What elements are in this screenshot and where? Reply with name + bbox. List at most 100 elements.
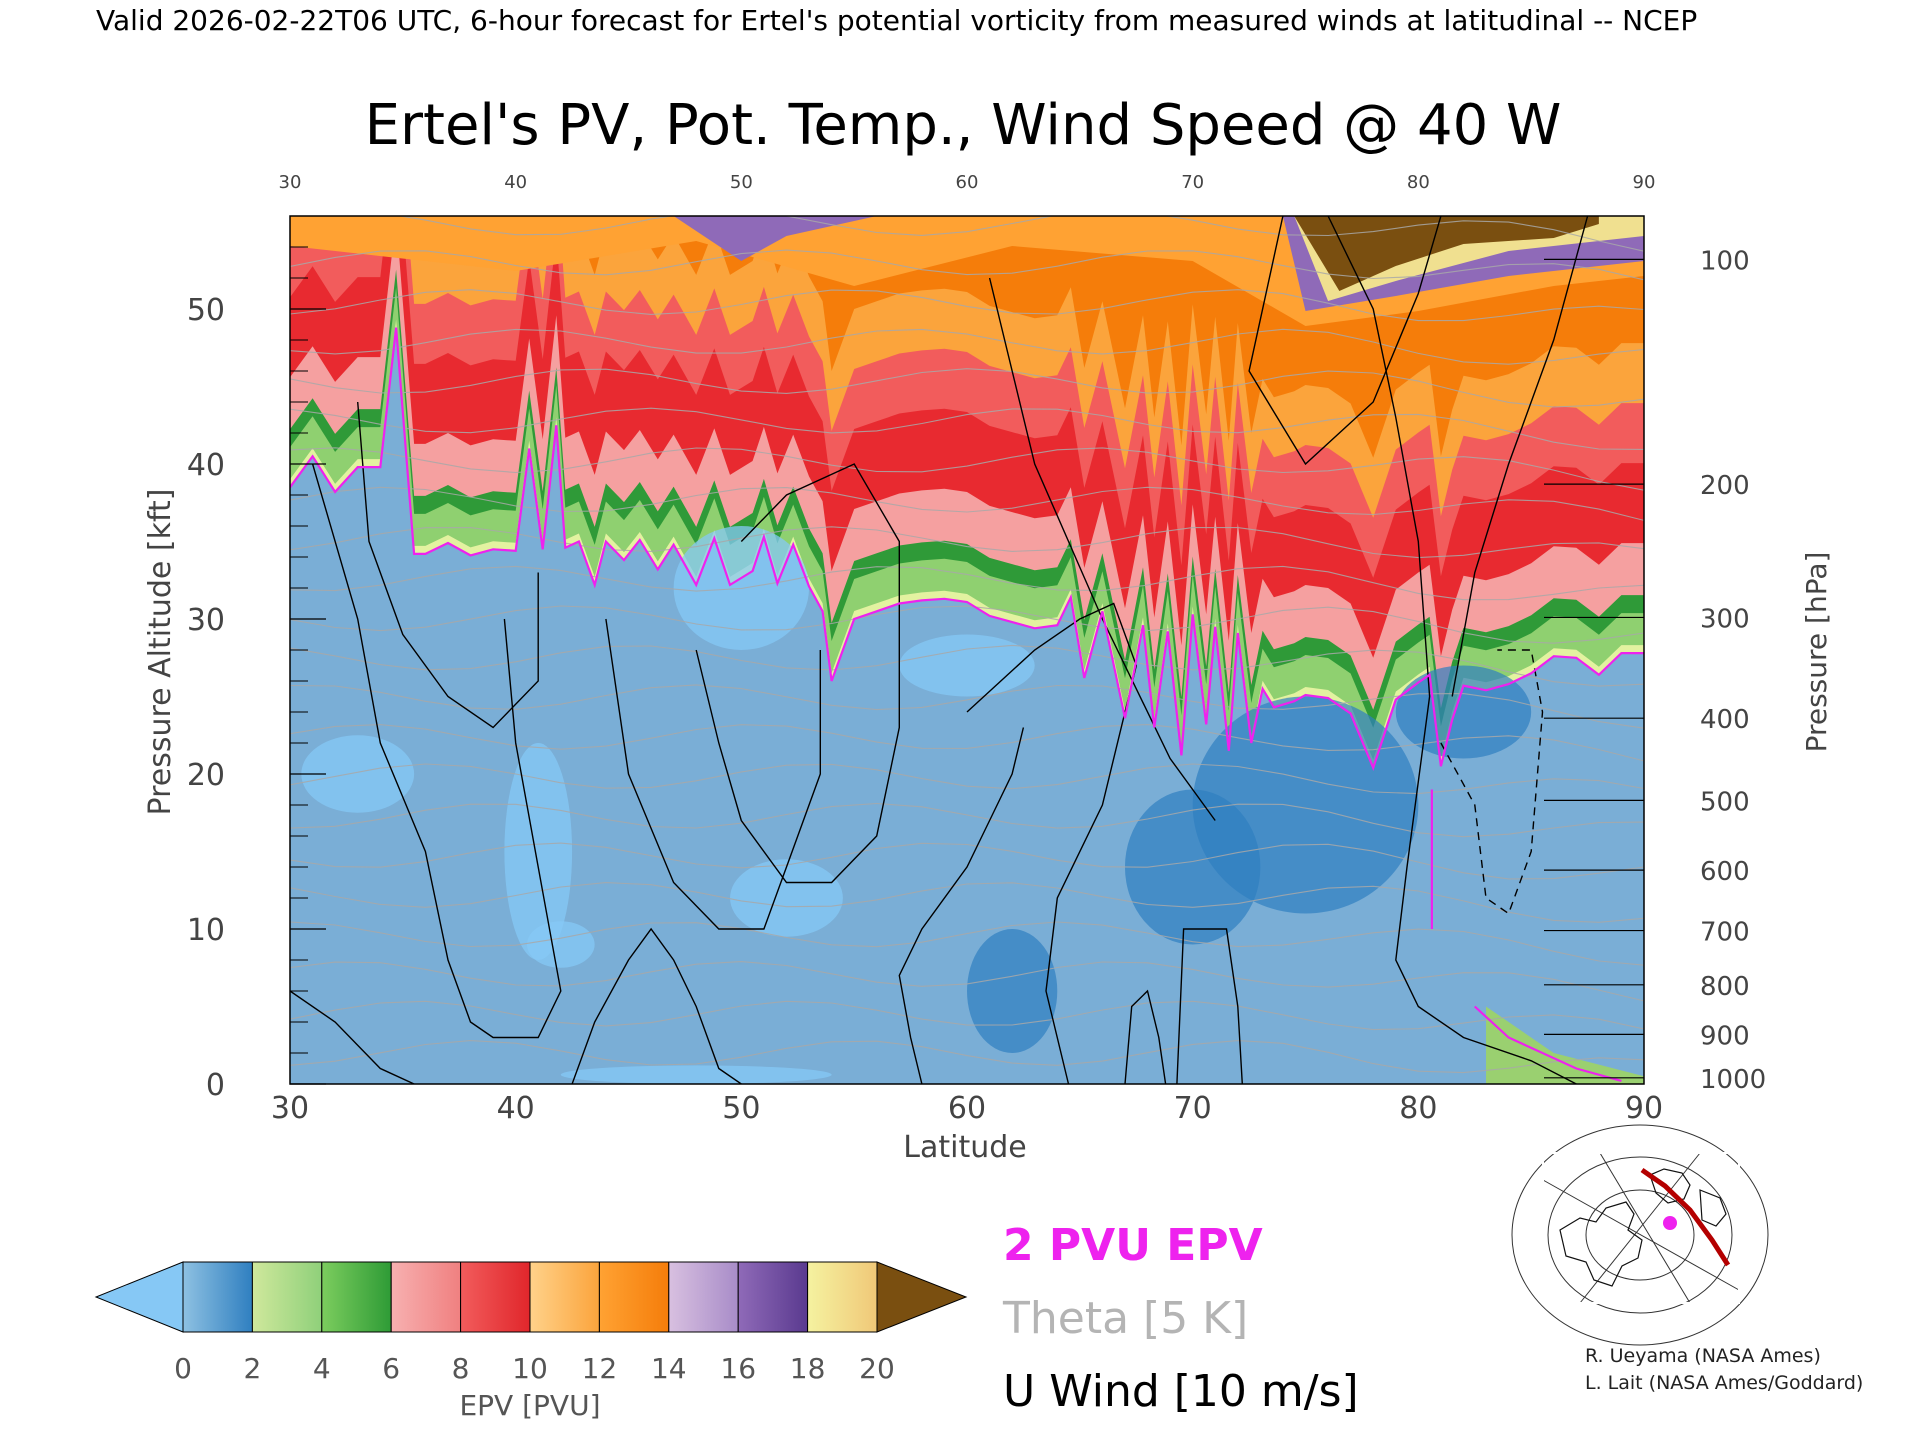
pressure-tick-label: 300 [1700, 604, 1750, 634]
colorbar-label: EPV [PVU] [459, 1389, 600, 1422]
chart-title: Ertel's PV, Pot. Temp., Wind Speed @ 40 … [365, 93, 1562, 158]
theta-contour [290, 644, 1644, 687]
x-tick-label: 50 [722, 1091, 760, 1126]
epv-surface-patch [1486, 1006, 1644, 1084]
x-axis-label: Latitude [903, 1130, 1026, 1165]
wind-contour [695, 463, 900, 884]
pressure-tick-label: 800 [1700, 972, 1750, 1002]
colorbar-under-arrow [94, 1261, 184, 1333]
colorbar-bin [460, 1261, 531, 1333]
theta-contour [290, 407, 1644, 450]
epv-field [290, 216, 1644, 1084]
plot-area [290, 216, 1644, 1084]
y-tick-label: 10 [187, 913, 225, 948]
x-tick-label: 60 [948, 1091, 986, 1126]
pressure-tick-label: 600 [1700, 857, 1750, 887]
x-top-tick-label: 60 [956, 172, 979, 193]
colorbar-tick-label: 20 [859, 1352, 895, 1385]
x-top-tick-label: 40 [504, 172, 527, 193]
theta-contour [290, 842, 1644, 880]
y-tick-label: 50 [187, 293, 225, 328]
theta-contour [290, 289, 1644, 322]
colorbar-tick-label: 0 [174, 1352, 192, 1385]
epv-low-patch [526, 921, 595, 968]
theta-contour [290, 921, 1644, 966]
pressure-tick-label: 700 [1700, 918, 1750, 948]
y-tick-label: 30 [187, 603, 225, 638]
credit-line-2: L. Lait (NASA Ames/Goddard) [1585, 1372, 1863, 1394]
pressure-tick-label: 500 [1700, 787, 1750, 817]
colorbar-tick-label: 8 [452, 1352, 470, 1385]
pressure-tick-label: 100 [1700, 246, 1750, 276]
wind-contour [1440, 649, 1544, 915]
y-tick-label: 0 [206, 1068, 225, 1103]
theta-contour [290, 1000, 1644, 1031]
x-top-tick-label: 80 [1407, 172, 1430, 193]
y-axis-label: Pressure Altitude [kft] [143, 489, 178, 816]
colorbar-bin [529, 1261, 600, 1333]
theta-contour [290, 961, 1644, 1002]
theta-contour [290, 486, 1644, 521]
epv-colorbar: 0 2 4 6 8 10 12 14 16 18 20 [94, 1261, 968, 1385]
y-tick-label: 20 [187, 758, 225, 793]
colorbar-bin [737, 1261, 809, 1333]
wind-contour [988, 277, 1216, 821]
theta-contour [290, 882, 1644, 923]
epv-low-patch [899, 634, 1035, 697]
epv-low-patch [560, 1065, 832, 1084]
x-top-tick-label: 30 [279, 172, 302, 193]
colorbar-tick-label: 12 [582, 1352, 618, 1385]
wind-contour [1124, 989, 1167, 1084]
colorbar-tick-label: 10 [512, 1352, 548, 1385]
contour-overlays [290, 216, 1644, 1084]
epv-low-patch [301, 735, 415, 813]
x-tick-label: 40 [497, 1091, 535, 1126]
x-top-tick-label: 90 [1633, 172, 1656, 193]
wind-contour [571, 927, 742, 1084]
y-tick-label: 40 [187, 448, 225, 483]
x-tick-label: 90 [1625, 1091, 1663, 1126]
credit-line-1: R. Ueyama (NASA Ames) [1585, 1345, 1821, 1367]
epv-low-patch [504, 743, 573, 960]
wind-contour [1327, 216, 1577, 1084]
x-tick-label: 70 [1174, 1091, 1212, 1126]
wind-contour [605, 618, 821, 930]
theta-contour [290, 565, 1644, 601]
theta-contour [290, 447, 1644, 491]
colorbar-tick-label: 6 [382, 1352, 400, 1385]
colorbar-tick-label: 2 [243, 1352, 261, 1385]
x-tick-label: 80 [1399, 1091, 1437, 1126]
wind-contour [898, 727, 1025, 1084]
colorbar-bin [390, 1261, 462, 1333]
wind-contour [290, 990, 415, 1084]
theta-contour [290, 328, 1644, 365]
axes: 30 30 40 40 50 50 60 60 70 70 80 80 90 90 0 10 20 30 40 50 1… [187, 172, 1766, 1126]
pressure-tick-label: 1000 [1700, 1065, 1766, 1095]
x-top-tick-label: 70 [1181, 172, 1204, 193]
theta-contour [290, 526, 1644, 559]
colorbar-bin [598, 1261, 670, 1333]
theta-contour [290, 605, 1644, 644]
x-top-tick-label: 50 [730, 172, 753, 193]
legend-theta-label: Theta [5 K] [1002, 1293, 1248, 1344]
inset-map [1511, 1124, 1769, 1346]
wind-contour [311, 463, 562, 1039]
x-tick-label: 30 [271, 1091, 309, 1126]
wind-contour [1176, 928, 1243, 1084]
colorbar-bin [251, 1261, 323, 1333]
colorbar-tick-label: 18 [790, 1352, 826, 1385]
theta-contour [290, 802, 1644, 838]
epv-band-over-20 [1294, 216, 1599, 291]
colorbar-tick-label: 14 [651, 1352, 687, 1385]
legend-wind-label: U Wind [10 m/s] [1003, 1366, 1359, 1417]
epv-low-patch [730, 859, 843, 937]
colorbar-tick-label: 4 [313, 1352, 331, 1385]
theta-contour [290, 1040, 1644, 1074]
legend-pv-label: 2 PVU EPV [1003, 1220, 1263, 1271]
pressure-tick-label: 400 [1700, 705, 1750, 735]
wind-contour [357, 401, 539, 729]
valid-time-header: Valid 2026-02-22T06 UTC, 6-hour forecast… [96, 4, 1697, 37]
theta-contour [290, 368, 1644, 408]
colorbar-bin [321, 1261, 392, 1333]
